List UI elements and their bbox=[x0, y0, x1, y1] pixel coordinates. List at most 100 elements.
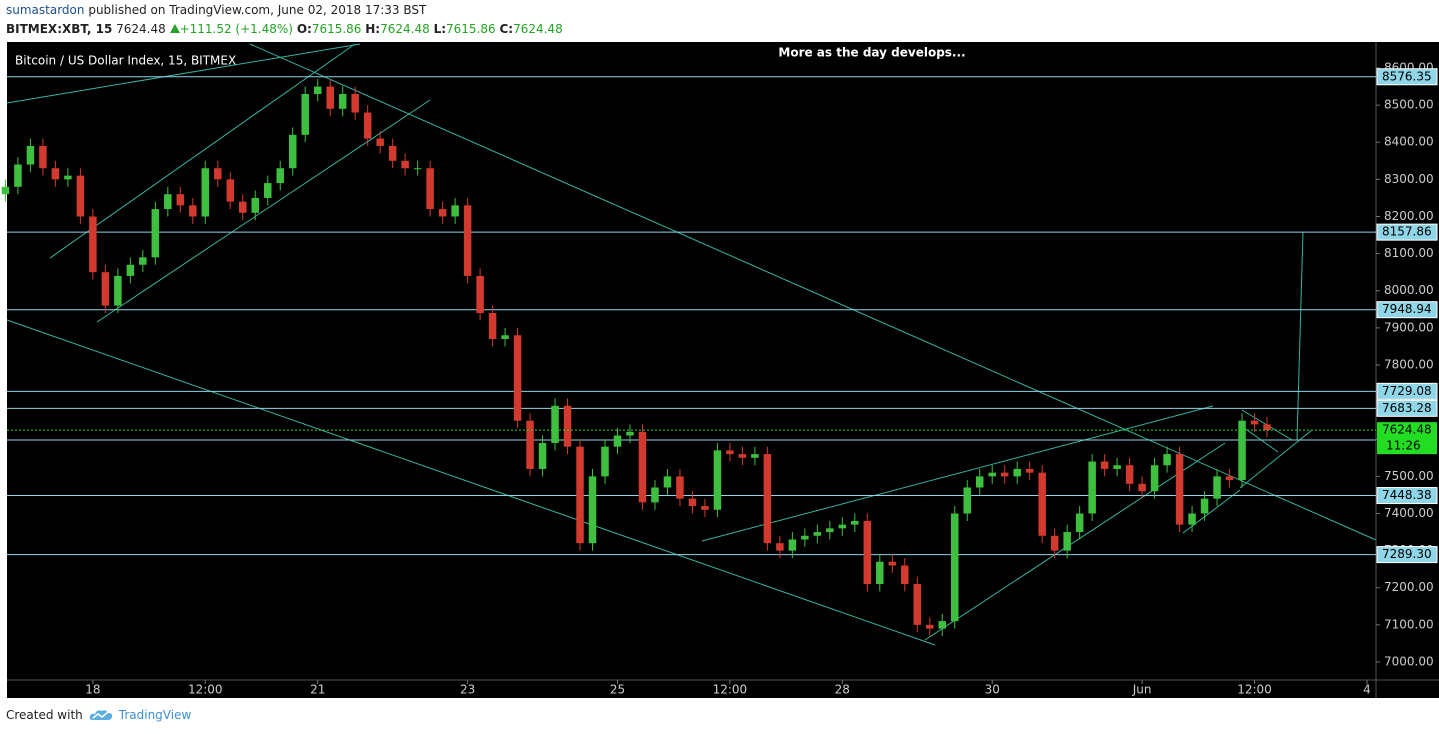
y-tick-label: 8200.00 bbox=[1384, 209, 1434, 223]
candle-body bbox=[89, 216, 97, 273]
ohlc-key: H: bbox=[365, 22, 381, 36]
y-tick-label: 8300.00 bbox=[1384, 172, 1434, 186]
ohlc-key: L: bbox=[433, 22, 447, 36]
trend-line bbox=[1239, 424, 1279, 453]
level-label: 8157.86 bbox=[1382, 225, 1432, 239]
level-badge bbox=[1376, 223, 1438, 241]
created-with: Created with bbox=[6, 708, 83, 722]
trend-line bbox=[6, 43, 361, 104]
trend-line bbox=[96, 99, 431, 323]
x-tick-label: 23 bbox=[460, 683, 475, 697]
candle-body bbox=[738, 454, 747, 458]
candle-body bbox=[1125, 465, 1134, 484]
candle-body bbox=[14, 164, 22, 187]
candle-body bbox=[801, 535, 809, 540]
candle-body bbox=[476, 275, 484, 314]
candle-body bbox=[1238, 420, 1246, 481]
candle-body bbox=[1250, 420, 1259, 425]
y-tick-label: 7400.00 bbox=[1384, 506, 1434, 520]
trend-line bbox=[249, 43, 1377, 541]
candle-body bbox=[538, 442, 547, 469]
candle-body bbox=[1188, 513, 1196, 525]
candle-body bbox=[1113, 465, 1121, 469]
ohlc-key: C: bbox=[499, 22, 514, 36]
x-tick-label: 21 bbox=[310, 683, 325, 697]
x-tick-label: Jun bbox=[1132, 683, 1152, 697]
candle-body bbox=[651, 487, 659, 503]
candle-body bbox=[950, 513, 959, 622]
x-tick-label: 30 bbox=[985, 683, 1000, 697]
chart-title: Bitcoin / US Dollar Index, 15, BITMEX bbox=[15, 54, 236, 68]
candle-body bbox=[1050, 535, 1059, 551]
candle-body bbox=[413, 168, 422, 170]
level-label: 8576.35 bbox=[1382, 69, 1432, 83]
candle-body bbox=[39, 145, 47, 169]
level-label: 7729.08 bbox=[1382, 384, 1432, 398]
level-badge bbox=[1376, 301, 1438, 319]
candle-body bbox=[726, 450, 734, 455]
trend-line bbox=[6, 319, 936, 646]
candle-body bbox=[588, 476, 597, 544]
level-badge bbox=[1376, 68, 1438, 86]
candle-body bbox=[576, 446, 584, 544]
last-price-label: 7624.48 bbox=[1382, 423, 1432, 437]
drawings bbox=[6, 43, 1377, 646]
chart-background bbox=[7, 42, 1439, 698]
candle-body bbox=[76, 175, 85, 217]
candle-body bbox=[438, 209, 447, 217]
candle-body bbox=[164, 194, 172, 210]
candle-body bbox=[1138, 483, 1146, 492]
candle-body bbox=[376, 138, 384, 146]
candle-body bbox=[401, 160, 409, 169]
y-tick-label: 7500.00 bbox=[1384, 469, 1434, 483]
candle-body bbox=[463, 205, 472, 276]
candle-body bbox=[1063, 532, 1071, 551]
candle-body bbox=[688, 498, 697, 507]
brand[interactable]: TradingView bbox=[118, 708, 192, 722]
candle-body bbox=[1013, 468, 1021, 477]
candle-body bbox=[1175, 454, 1184, 525]
level-label: 7948.94 bbox=[1382, 302, 1432, 316]
candle-body bbox=[276, 168, 284, 184]
x-tick-label: 12:00 bbox=[713, 683, 748, 697]
x-tick-label: 28 bbox=[835, 683, 850, 697]
publisher[interactable]: sumastardon bbox=[6, 3, 85, 17]
candle-body bbox=[551, 405, 559, 443]
candle-body bbox=[1100, 461, 1109, 469]
x-tick-label: 18 bbox=[85, 683, 100, 697]
level-label: 7289.30 bbox=[1382, 547, 1432, 561]
y-tick-label: 7000.00 bbox=[1384, 654, 1434, 668]
y-tick-label: 8100.00 bbox=[1384, 246, 1434, 260]
y-tick-label: 7800.00 bbox=[1384, 357, 1434, 371]
candle-body bbox=[938, 621, 947, 629]
candle-body bbox=[813, 532, 822, 536]
candle-body bbox=[513, 335, 522, 421]
y-tick-label: 8000.00 bbox=[1384, 283, 1434, 297]
candle-body bbox=[1038, 472, 1046, 536]
candle-body bbox=[26, 145, 35, 165]
candle-body bbox=[214, 168, 222, 180]
candle-body bbox=[776, 543, 784, 551]
candle-body bbox=[1025, 468, 1034, 473]
y-tick-label: 7900.00 bbox=[1384, 320, 1434, 334]
candle-body bbox=[363, 112, 372, 139]
candle-body bbox=[176, 194, 185, 206]
candle-body bbox=[263, 183, 272, 198]
ohlc-key: O: bbox=[296, 22, 312, 36]
candle-body bbox=[64, 175, 72, 180]
level-badge bbox=[1376, 546, 1438, 564]
candle-body bbox=[126, 264, 135, 276]
candle-body bbox=[288, 134, 297, 169]
candle-body bbox=[526, 420, 534, 469]
candle-body bbox=[863, 520, 872, 585]
candle-body bbox=[151, 209, 160, 258]
candle-body bbox=[1088, 461, 1096, 514]
candle-body bbox=[313, 86, 322, 94]
candle-body bbox=[1263, 424, 1271, 431]
change: +111.52 (+1.48%) bbox=[179, 22, 293, 36]
candle-body bbox=[901, 565, 909, 585]
candle-body bbox=[101, 272, 110, 306]
candle-body bbox=[613, 435, 622, 447]
candle-body bbox=[1075, 513, 1084, 533]
